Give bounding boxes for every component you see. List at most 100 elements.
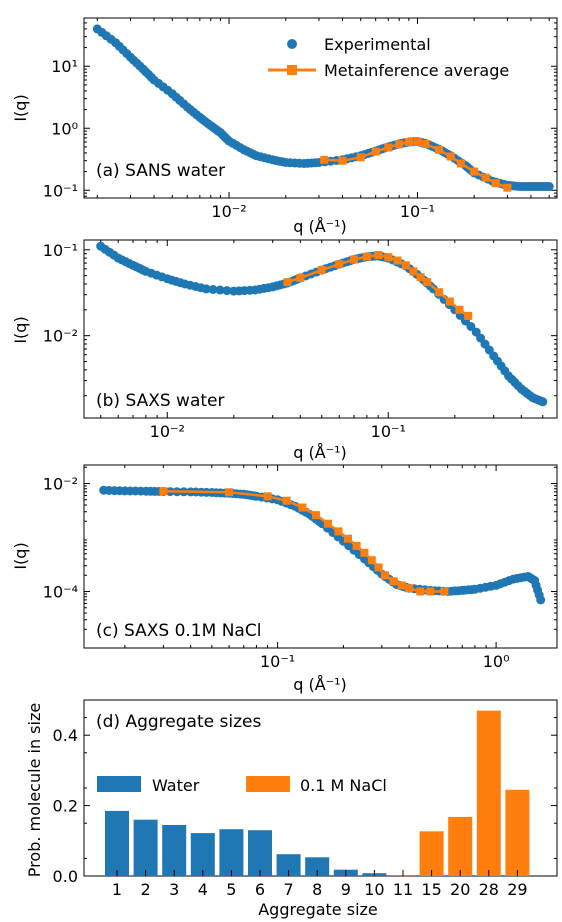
- legend-swatch-water: [97, 776, 141, 792]
- y-tick-label: 10¹: [51, 57, 78, 76]
- metainference-average-point: [263, 492, 272, 501]
- experimental-point: [201, 284, 211, 294]
- x-axis-label: q (Å⁻¹): [293, 217, 347, 236]
- legend: Water 0.1 M NaCl: [97, 776, 387, 795]
- x-tick-label: 10⁻¹: [260, 652, 295, 671]
- metainference-average-point: [371, 147, 380, 156]
- x-tick-label: 15: [421, 880, 441, 899]
- y-tick-label: 0.4: [53, 726, 78, 745]
- metainference-average-point: [445, 297, 454, 306]
- x-axis-label: q (Å⁻¹): [293, 443, 347, 462]
- y-axis-label: I(q): [11, 542, 30, 569]
- experimental-point: [208, 285, 218, 294]
- metainference-average-point: [374, 563, 383, 572]
- x-tick-label: 2: [141, 880, 151, 899]
- metainference-average-point: [389, 577, 398, 586]
- x-tick-label: 10: [364, 880, 384, 899]
- y-tick-label: 10⁻²: [43, 327, 78, 346]
- metainference-average-point: [320, 155, 329, 164]
- bar-water: [276, 854, 301, 876]
- metainference-average-point: [362, 252, 371, 261]
- y-axis-label: Prob. molecule in size: [25, 703, 44, 877]
- metainference-average-point: [416, 273, 425, 282]
- legend-swatch-nacl: [246, 776, 290, 792]
- metainference-average-line: [287, 253, 469, 317]
- bar-water: [162, 825, 187, 876]
- y-tick-label: 10⁻²: [43, 474, 78, 493]
- metainference-average-point: [421, 139, 430, 148]
- metainference-average-point: [335, 260, 344, 269]
- metainference-average-point: [401, 261, 410, 270]
- experimental-point: [222, 286, 232, 296]
- metainference-average-point: [312, 511, 321, 520]
- panel-a-sans-water: (a) SANS water q (Å⁻¹) I(q) Experimental…: [11, 17, 558, 236]
- legend-marker-experimental: [287, 39, 297, 49]
- metainference-average-point: [338, 156, 347, 165]
- metainference-average-point: [440, 587, 449, 596]
- x-tick-label: 6: [255, 880, 265, 899]
- metainference-average-point: [282, 496, 291, 505]
- x-axis-label: Aggregate size: [258, 900, 378, 919]
- metainference-average-point: [464, 311, 473, 320]
- experimental-point: [544, 182, 554, 191]
- experimental-point: [538, 397, 548, 407]
- y-tick-label: 0.2: [53, 797, 78, 816]
- x-tick-label: 28: [479, 880, 499, 899]
- metainference-average-point: [456, 159, 465, 168]
- panel-b-saxs-water: (b) SAXS water q (Å⁻¹) I(q) 10⁻² 10⁻¹ 10⁻²…: [11, 239, 558, 462]
- x-tick-label: 10⁰: [483, 652, 510, 671]
- y-tick-label: 10⁻¹: [43, 241, 78, 260]
- metainference-average-point: [446, 152, 455, 161]
- metainference-average-point: [350, 255, 358, 264]
- experimental-point: [466, 322, 476, 331]
- metainference-average-point: [491, 179, 500, 188]
- legend-marker-metainference: [287, 65, 297, 75]
- bar-water: [305, 857, 330, 876]
- metainference-average-point: [344, 534, 352, 543]
- metainference-average-point: [381, 571, 389, 580]
- metainference-average-point: [159, 487, 168, 496]
- metainference-average-point: [384, 143, 393, 152]
- metainference-average-point: [283, 278, 292, 287]
- metainference-average-point: [384, 253, 393, 262]
- metainference-average-point: [356, 153, 365, 162]
- x-tick-label: 7: [284, 880, 294, 899]
- metainference-average-point: [470, 167, 479, 176]
- x-tick-label: 10⁻²: [150, 422, 185, 441]
- bar-nacl: [419, 831, 444, 876]
- metainference-average-point: [434, 145, 443, 154]
- y-axis-label: I(q): [11, 316, 30, 343]
- plot-frame: [83, 239, 558, 419]
- y-tick-label: 10⁰: [51, 119, 78, 138]
- metainference-average-point: [409, 267, 418, 276]
- metainference-average-point: [503, 183, 512, 192]
- bar-water: [105, 810, 129, 876]
- metainference-average-point: [435, 288, 444, 297]
- bar-water: [219, 829, 244, 876]
- legend-label-water: Water: [152, 776, 200, 795]
- y-axis-label: I(q): [11, 94, 30, 121]
- metainference-average-point: [393, 256, 402, 265]
- metainference-average-point: [296, 273, 305, 282]
- plot-frame: [83, 17, 558, 199]
- metainference-average-point: [404, 138, 413, 146]
- panel-label: (b) SAXS water: [96, 391, 224, 411]
- metainference-average-point: [324, 519, 332, 528]
- x-tick-label: 8: [312, 880, 322, 899]
- panel-c-saxs-nacl: (c) SAXS 0.1M NaCl q (Å⁻¹) I(q) 10⁻¹ 10⁰ 1…: [11, 464, 558, 694]
- metainference-average-point: [360, 548, 369, 557]
- panel-label: (d) Aggregate sizes: [96, 712, 261, 732]
- x-tick-label: 29: [507, 880, 527, 899]
- panel-label: (a) SANS water: [96, 161, 225, 181]
- metainference-average-point: [298, 503, 307, 512]
- y-tick-label: 10⁻¹: [43, 181, 78, 200]
- metainference-average-point: [317, 266, 326, 275]
- metainference-average-point: [426, 587, 435, 596]
- metainference-average-point: [367, 556, 376, 565]
- x-tick-label: 10⁻¹: [400, 202, 435, 221]
- x-tick-label: 3: [169, 880, 179, 899]
- experimental-point: [215, 285, 225, 295]
- x-tick-label: 9: [341, 880, 351, 899]
- legend: Experimental Metainference average: [268, 35, 509, 80]
